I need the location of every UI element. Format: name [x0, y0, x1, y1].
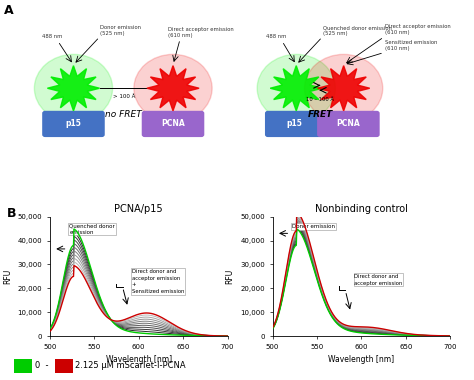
Text: Quenched donor
emission: Quenched donor emission — [69, 224, 115, 234]
Circle shape — [257, 54, 336, 122]
Text: Direct donor and
acceptor emission: Direct donor and acceptor emission — [354, 274, 402, 286]
Circle shape — [34, 54, 113, 122]
X-axis label: Wavelength [nm]: Wavelength [nm] — [106, 356, 172, 364]
Text: Donor emission
(525 nm): Donor emission (525 nm) — [100, 25, 141, 36]
Y-axis label: RFU: RFU — [3, 269, 12, 284]
Polygon shape — [270, 66, 322, 111]
Text: 2.125 μM mScarlet-I-PCNA: 2.125 μM mScarlet-I-PCNA — [75, 361, 185, 370]
Text: A: A — [4, 4, 13, 17]
Text: Donor emission: Donor emission — [292, 224, 335, 229]
Circle shape — [134, 54, 212, 122]
Text: 488 nm: 488 nm — [42, 34, 62, 39]
FancyBboxPatch shape — [265, 111, 323, 137]
Text: 488 nm: 488 nm — [266, 34, 286, 39]
Text: B: B — [7, 207, 17, 220]
X-axis label: Wavelength [nm]: Wavelength [nm] — [328, 356, 394, 364]
Text: Direct acceptor emission
(610 nm): Direct acceptor emission (610 nm) — [385, 24, 451, 35]
Text: PCNA: PCNA — [161, 119, 185, 128]
Polygon shape — [318, 66, 370, 111]
Title: PCNA/p15: PCNA/p15 — [114, 204, 163, 214]
Polygon shape — [47, 66, 100, 111]
Title: Nonbinding control: Nonbinding control — [315, 204, 408, 214]
Y-axis label: RFU: RFU — [226, 269, 235, 284]
Text: Direct donor and
acceptor emission
+
Sensitized emission: Direct donor and acceptor emission + Sen… — [131, 269, 184, 294]
Text: Direct acceptor emission
(610 nm): Direct acceptor emission (610 nm) — [168, 27, 234, 38]
Text: 0  -: 0 - — [35, 361, 48, 370]
Text: p15: p15 — [65, 119, 82, 128]
Text: Quenched donor emission
(525 nm): Quenched donor emission (525 nm) — [323, 25, 392, 36]
Text: p15: p15 — [286, 119, 302, 128]
Text: no FRET: no FRET — [105, 110, 142, 119]
Text: Sensitized emission
(610 nm): Sensitized emission (610 nm) — [385, 41, 437, 51]
Polygon shape — [147, 66, 199, 111]
FancyBboxPatch shape — [317, 111, 380, 137]
Circle shape — [304, 54, 383, 122]
Text: PCNA: PCNA — [337, 119, 360, 128]
Text: FRET: FRET — [307, 110, 333, 119]
Text: > 100 Å: > 100 Å — [112, 93, 135, 98]
FancyBboxPatch shape — [42, 111, 105, 137]
FancyBboxPatch shape — [142, 111, 204, 137]
Text: 10 – 100 Å: 10 – 100 Å — [306, 97, 334, 102]
